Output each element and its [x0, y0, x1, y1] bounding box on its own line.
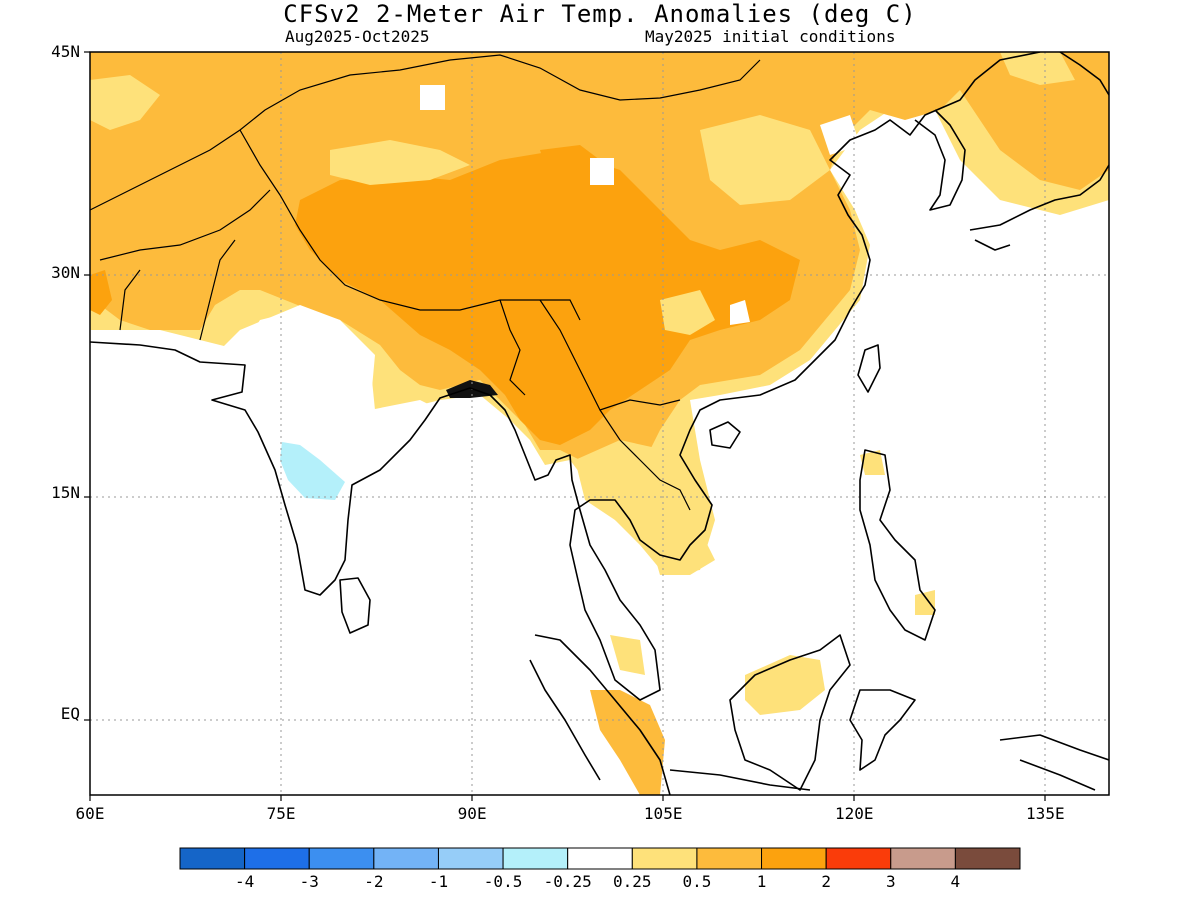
coastlines: [90, 52, 1109, 795]
anomaly-region-strong: [540, 145, 600, 170]
sulawesi-coast: [849, 689, 916, 771]
colorbar-swatch: [567, 847, 633, 870]
coastline-mainland: [90, 52, 1041, 701]
lon-label: 90E: [457, 804, 487, 823]
korea-coast: [914, 109, 966, 211]
colorbar-label: -2: [364, 872, 384, 891]
initial-conditions: May2025 initial conditions: [645, 27, 896, 46]
sri-lanka-coast: [339, 577, 371, 634]
lat-label: 30N: [51, 262, 80, 282]
colorbar-swatch: [373, 847, 439, 870]
border-line: [499, 299, 681, 411]
colorbar-label: -4: [234, 872, 255, 891]
borneo-coast: [729, 634, 851, 791]
colorbar-swatch: [437, 847, 504, 870]
colorbar-label: -0.25: [543, 872, 592, 891]
colorbar-label: 0.25: [613, 872, 652, 891]
graticule: [90, 52, 1109, 795]
anomaly-region-light: [660, 290, 715, 335]
colorbar-swatch: [890, 847, 956, 870]
japan-coast: [969, 52, 1109, 251]
newguinea-coast: [999, 734, 1109, 791]
colorbar-label: 4: [950, 872, 961, 891]
lon-label: 105E: [643, 804, 683, 823]
anomaly-region-light: [330, 140, 470, 185]
colorbar-swatch: [761, 847, 827, 870]
colorbar-label: 2: [821, 872, 831, 891]
taiwan-coast: [857, 344, 881, 393]
anomaly-region-strong: [90, 270, 112, 315]
tick-marks: [84, 51, 1046, 801]
anomaly-region-light: [90, 75, 160, 130]
anomaly-region-neutral: [730, 300, 750, 325]
anomaly-region-medium: [590, 690, 665, 795]
anomaly-region-light: [745, 655, 825, 715]
colorbar-label: 1: [756, 872, 767, 891]
valid-period: Aug2025-Oct2025: [285, 27, 430, 46]
colorbar-swatch: [631, 847, 698, 870]
border-line: [119, 239, 236, 341]
colorbar-label: -1: [428, 872, 449, 891]
anomaly-region-light: [650, 530, 715, 575]
colorbar-swatch: [244, 847, 310, 870]
border-line: [90, 54, 761, 211]
lat-label: 45N: [51, 42, 80, 61]
lon-label: 75E: [266, 804, 296, 823]
political-borders: [90, 54, 761, 511]
hainan-coast: [709, 421, 741, 449]
anomaly-region-cool: [280, 442, 345, 500]
colorbar-swatch: [954, 847, 1021, 870]
anomaly-region-light: [1000, 52, 1075, 85]
colorbar-swatch: [502, 847, 569, 870]
colorbar-swatch: [179, 847, 246, 870]
colorbar-label: -0.5: [483, 872, 523, 891]
anomaly-region-neutral: [420, 85, 445, 110]
map-frame: [89, 51, 1110, 796]
java-coast: [669, 769, 811, 791]
colorbar-label: 3: [885, 872, 896, 891]
colorbar: [179, 847, 1021, 870]
border-line: [99, 189, 271, 261]
lat-label: EQ: [60, 704, 80, 724]
lat-label: 15N: [51, 483, 80, 503]
anomaly-region-neutral: [210, 305, 440, 520]
border-line: [599, 409, 691, 511]
colorbar-swatch: [308, 847, 375, 870]
colorbar-swatch: [825, 847, 892, 870]
lon-label: 135E: [1026, 804, 1065, 823]
anomaly-region-light: [575, 440, 690, 545]
map-title: CFSv2 2-Meter Air Temp. Anomalies (deg C…: [283, 0, 917, 28]
philippines-coast: [859, 449, 936, 641]
anomaly-region-light: [700, 115, 830, 205]
lon-label: 60E: [75, 804, 105, 823]
anomaly-region-neutral: [820, 115, 860, 155]
anomaly-region-strong: [295, 150, 800, 445]
lon-label: 120E: [834, 804, 874, 823]
anomaly-region-light: [610, 635, 645, 675]
anomaly-shading: [90, 52, 1109, 795]
anomaly-region-light: [860, 450, 885, 475]
colorbar-label: 0.5: [682, 872, 712, 891]
sumatra-coast: [529, 634, 671, 795]
colorbar-label: -3: [299, 872, 319, 891]
anomaly-region-light: [915, 590, 935, 615]
anomaly-region-neutral: [590, 158, 614, 185]
colorbar-swatch: [696, 847, 763, 870]
